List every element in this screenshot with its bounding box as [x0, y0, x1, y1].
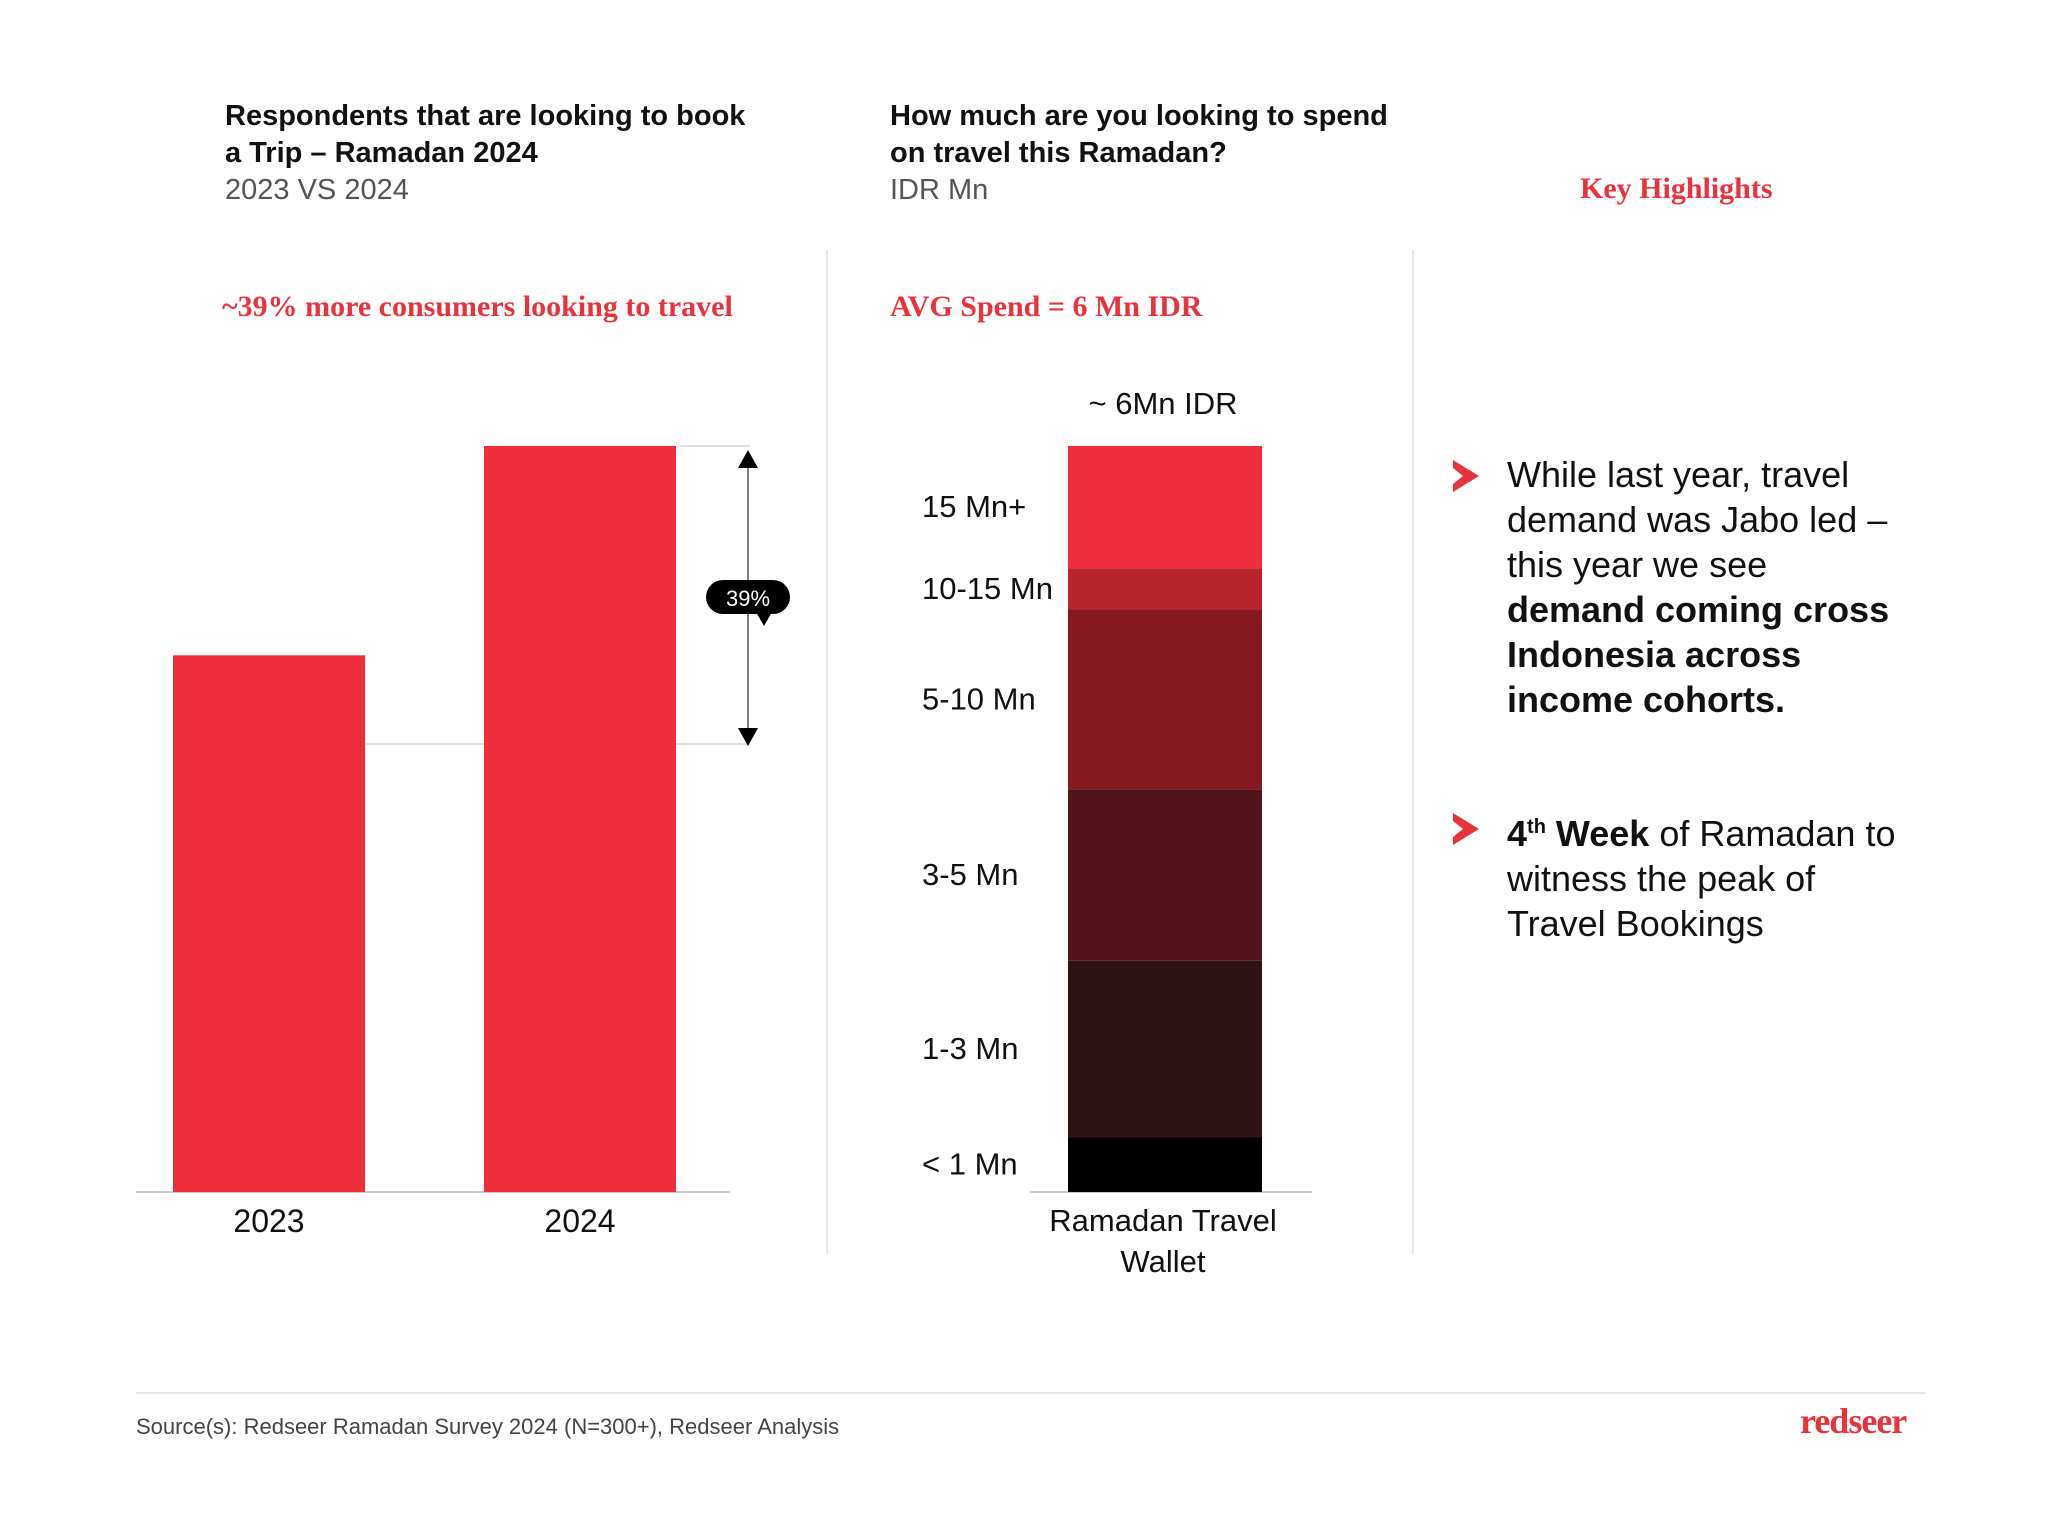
stack-segment-label: 5-10 Mn	[922, 681, 1036, 716]
yoy-bar-chart: 2023 2024 39%	[136, 445, 790, 1239]
delta-badge-label: 39%	[726, 586, 770, 611]
highlight-point-2-sup: th	[1527, 816, 1546, 838]
highlight-point-1-bold: demand coming cross Indonesia across inc…	[1507, 589, 1890, 720]
bar-2023	[173, 655, 365, 1192]
stack-segment-label: 10-15 Mn	[922, 571, 1053, 606]
left-chart-title-line2: a Trip – Ramadan 2024	[225, 137, 538, 169]
middle-chart-headline: AVG Spend = 6 Mn IDR	[890, 290, 1203, 323]
stack-segment	[1068, 568, 1262, 610]
left-chart-headline: ~39% more consumers looking to travel	[222, 290, 733, 323]
highlight-point-1: While last year, travel demand was Jabo …	[1507, 452, 1907, 722]
highlight-point-1-text: While last year, travel demand was Jabo …	[1507, 454, 1888, 585]
highlight-point-2-num: 4	[1507, 813, 1528, 854]
divider-right	[1412, 250, 1414, 1255]
middle-chart-title-line2: on travel this Ramadan?	[890, 137, 1227, 169]
stack-segments	[1068, 446, 1262, 1192]
stack-segment	[1068, 446, 1262, 569]
bar-2024	[484, 446, 676, 1192]
delta-badge-pointer-icon	[756, 612, 772, 626]
arrow-down-icon	[738, 728, 758, 746]
stack-category-label: Ramadan Travel Wallet	[1049, 1203, 1277, 1279]
stack-segment	[1068, 1137, 1262, 1192]
highlight-point-2-week: Week	[1545, 813, 1650, 854]
stack-segment	[1068, 789, 1262, 961]
footer-divider	[136, 1392, 1926, 1394]
stack-segment	[1068, 609, 1262, 790]
key-highlights-heading: Key Highlights	[1580, 172, 1773, 205]
highlight-point-2: 4th Week of Ramadan to witness the peak …	[1507, 805, 1907, 946]
left-chart-title-line1: Respondents that are looking to book	[225, 100, 746, 132]
redseer-logo: redseer	[1800, 1401, 1907, 1441]
stack-segment-label: < 1 Mn	[922, 1147, 1018, 1182]
middle-chart-subtitle: IDR Mn	[890, 174, 989, 206]
middle-chart-title-line1: How much are you looking to spend	[890, 100, 1388, 132]
arrow-up-icon	[738, 450, 758, 468]
bullet-arrow-icon	[1453, 813, 1479, 845]
stack-segment-label: 15 Mn+	[922, 489, 1026, 524]
delta-badge	[706, 580, 790, 614]
stack-segment-labels: < 1 Mn 1-3 Mn 3-5 Mn 5-10 Mn 10-15 Mn 15 Mn+	[922, 489, 1053, 1182]
divider-left	[826, 250, 828, 1255]
source-note: Source(s): Redseer Ramadan Survey 2024 (…	[136, 1414, 840, 1439]
middle-chart-title: How much are you looking to spend on tra…	[890, 98, 1388, 172]
stack-segment-label: 1-3 Mn	[922, 1031, 1018, 1066]
left-chart-title: Respondents that are looking to book a T…	[225, 98, 745, 172]
stack-segment-label: 3-5 Mn	[922, 857, 1018, 892]
stack-top-label: ~ 6Mn IDR	[1088, 386, 1237, 421]
bullet-arrow-icon	[1453, 460, 1479, 492]
highlight-point-2-text: of Ramadan to witness the peak of Travel…	[1507, 813, 1896, 944]
stack-segment	[1068, 960, 1262, 1138]
left-chart-subtitle: 2023 VS 2024	[225, 174, 409, 206]
tick-label-2024: 2024	[544, 1203, 615, 1239]
tick-label-2023: 2023	[233, 1203, 304, 1239]
